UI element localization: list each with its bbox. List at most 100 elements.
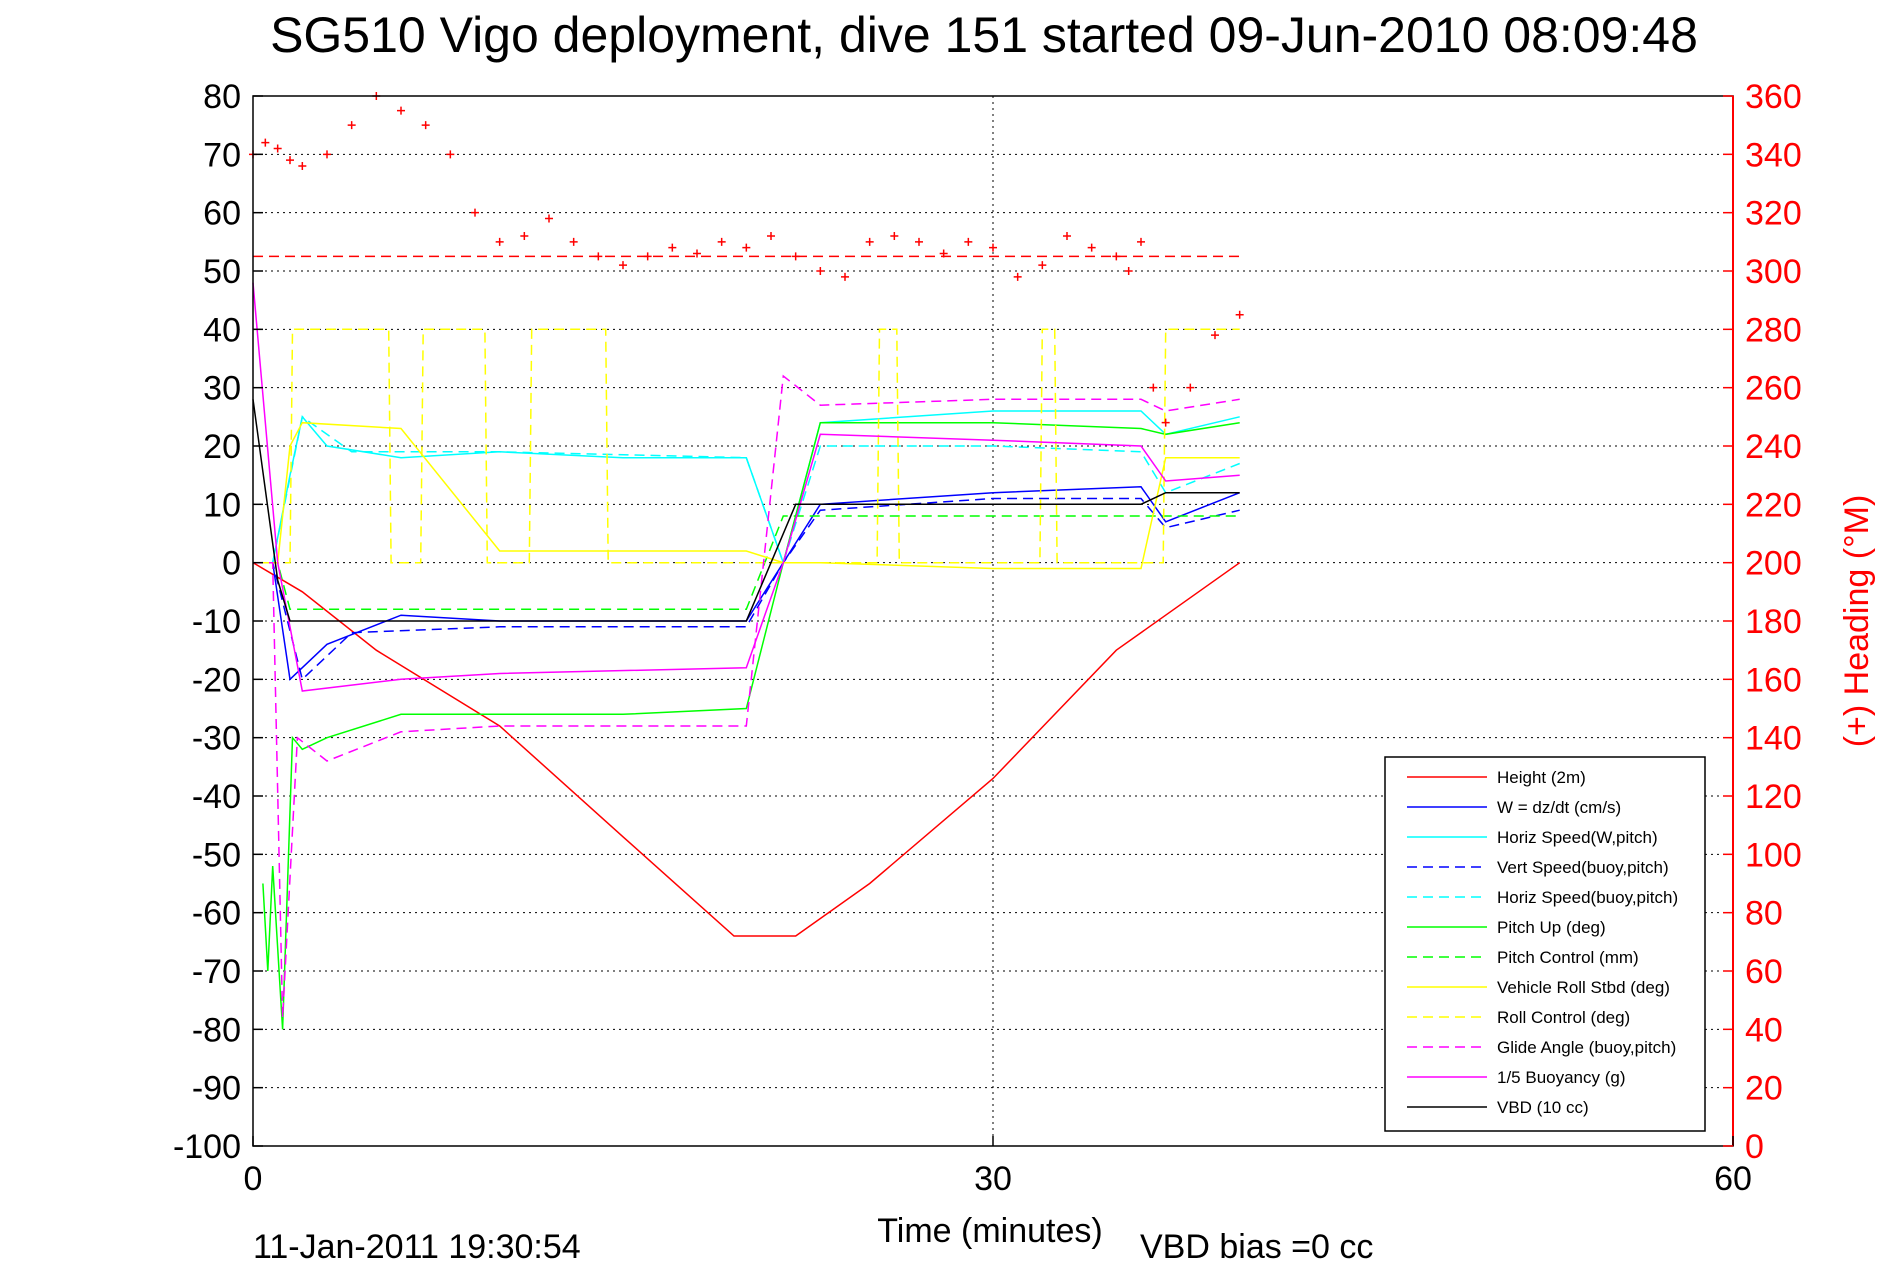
x-axis-label: Time (minutes)	[877, 1212, 1102, 1250]
heading-point	[619, 261, 627, 270]
y-axis-left: 80 70 60 50 40 30 20 10 0 -10 -20 -30 -40 -50 -60 -70 -8…	[173, 78, 263, 1166]
legend-label-8: Roll Control (deg)	[1497, 1008, 1630, 1027]
heading-point	[569, 237, 578, 246]
y-left-tick-label-13: -50	[192, 836, 241, 874]
heading-point	[1087, 243, 1096, 252]
series-line-10	[252, 282, 1240, 692]
series-line-2	[253, 410, 1240, 566]
legend-label-7: Vehicle Roll Stbd (deg)	[1497, 978, 1670, 997]
y-right-tick-label-4: 280	[1745, 311, 1802, 349]
y-right-tick-label-6: 240	[1745, 428, 1802, 466]
heading-point	[693, 249, 701, 258]
legend-label-0: Height (2m)	[1497, 768, 1586, 787]
legend-label-1: W = dz/dt (cm/s)	[1497, 798, 1621, 817]
heading-point	[520, 232, 529, 240]
heading-point	[545, 214, 553, 223]
y-right-tick-label-10: 160	[1745, 661, 1802, 699]
y-right-tick-label-11: 140	[1745, 720, 1802, 758]
heading-point	[1124, 267, 1133, 275]
heading-point	[742, 243, 751, 252]
y-axis-right: 3603403203002802602402202001801601401201…	[1723, 78, 1802, 1166]
y-left-tick-label-12: -40	[192, 778, 241, 816]
heading-point	[323, 150, 331, 159]
heading-point	[421, 121, 430, 130]
heading-point	[668, 243, 677, 252]
y-right-tick-label-12: 120	[1745, 778, 1802, 816]
heading-point	[261, 138, 270, 147]
heading-point	[1211, 331, 1219, 340]
y-left-tick-label-8: 0	[222, 545, 241, 583]
y-right-tick-label-5: 260	[1745, 370, 1802, 408]
y-right-tick-label-2: 320	[1745, 195, 1802, 233]
y-left-tick-label-14: -60	[192, 895, 241, 933]
heading-point	[1063, 232, 1071, 240]
y-left-tick-label-9: -10	[192, 603, 241, 641]
plot-area	[249, 92, 1244, 1030]
legend-label-9: Glide Angle (buoy,pitch)	[1497, 1038, 1676, 1057]
heading-point	[286, 156, 294, 165]
heading-point	[397, 106, 405, 115]
y-right-tick-label-3: 300	[1745, 253, 1802, 291]
heading-point	[865, 237, 874, 246]
heading-point	[1186, 383, 1195, 392]
series-line-4	[253, 415, 1240, 566]
legend-label-5: Pitch Up (deg)	[1497, 918, 1606, 937]
y-left-tick-label-5: 30	[203, 370, 241, 408]
heading-point	[767, 232, 775, 240]
heading-point	[841, 272, 849, 281]
y-right-tick-label-17: 20	[1745, 1070, 1783, 1108]
y-left-tick-label-18: -100	[173, 1128, 241, 1166]
legend-label-6: Pitch Control (mm)	[1497, 948, 1639, 967]
legend-label-11: VBD (10 cc)	[1497, 1098, 1589, 1117]
y-left-tick-label-17: -90	[192, 1070, 241, 1108]
y-right-tick-label-13: 100	[1745, 836, 1802, 874]
y-left-tick-label-3: 50	[203, 253, 241, 291]
series-line-8	[253, 328, 1240, 564]
x-axis: 0 30 60	[244, 1136, 1752, 1198]
y-left-tick-label-15: -70	[192, 953, 241, 991]
heading-point	[298, 162, 307, 170]
heading-point	[1137, 237, 1145, 246]
heading-point	[816, 267, 825, 275]
heading-point	[471, 208, 479, 217]
vbd-bias-label: VBD bias =0 cc	[1140, 1228, 1373, 1262]
heading-point	[717, 237, 726, 246]
y-right-tick-label-8: 200	[1745, 545, 1802, 583]
heading-point	[1013, 272, 1022, 281]
x-tick-label-1: 30	[974, 1160, 1012, 1198]
timestamp-label: 11-Jan-2011 19:30:54	[253, 1228, 581, 1262]
y-right-tick-label-15: 60	[1745, 953, 1783, 991]
y-left-tick-label-10: -20	[192, 661, 241, 699]
legend-label-10: 1/5 Buoyancy (g)	[1497, 1068, 1626, 1087]
y-axis-right-label: (+) Heading (°M)	[1838, 495, 1876, 748]
y-right-tick-label-18: 0	[1745, 1128, 1764, 1166]
heading-point	[989, 243, 997, 252]
legend: Height (2m) W = dz/dt (cm/s) Horiz Speed(W…	[1384, 756, 1706, 1132]
y-left-tick-label-11: -30	[192, 720, 241, 758]
legend-label-2: Horiz Speed(W,pitch)	[1497, 828, 1658, 847]
x-tick-label-2: 60	[1714, 1160, 1752, 1198]
heading-point	[1038, 261, 1047, 270]
x-tick-label-0: 0	[244, 1160, 263, 1198]
heading-point	[915, 237, 923, 246]
series-line-0	[252, 562, 1241, 937]
y-left-tick-label-6: 20	[203, 428, 241, 466]
y-right-tick-label-1: 340	[1745, 136, 1802, 174]
y-right-tick-label-16: 40	[1745, 1011, 1783, 1049]
series-line-9	[253, 374, 1240, 1018]
heading-point	[1149, 383, 1158, 392]
y-left-tick-label-16: -80	[192, 1011, 241, 1049]
heading-point	[273, 144, 282, 153]
y-left-tick-label-0: 80	[203, 78, 241, 116]
y-right-tick-label-0: 360	[1745, 78, 1802, 116]
heading-point	[347, 121, 356, 130]
chart-title: SG510 Vigo deployment, dive 151 started …	[270, 7, 1698, 63]
y-left-tick-label-7: 10	[203, 486, 241, 524]
heading-point	[495, 237, 504, 246]
y-right-tick-label-9: 180	[1745, 603, 1802, 641]
series-line-11	[252, 399, 1240, 622]
legend-label-3: Vert Speed(buoy,pitch)	[1497, 858, 1669, 877]
y-right-tick-label-14: 80	[1745, 895, 1783, 933]
legend-box	[1384, 756, 1706, 1132]
